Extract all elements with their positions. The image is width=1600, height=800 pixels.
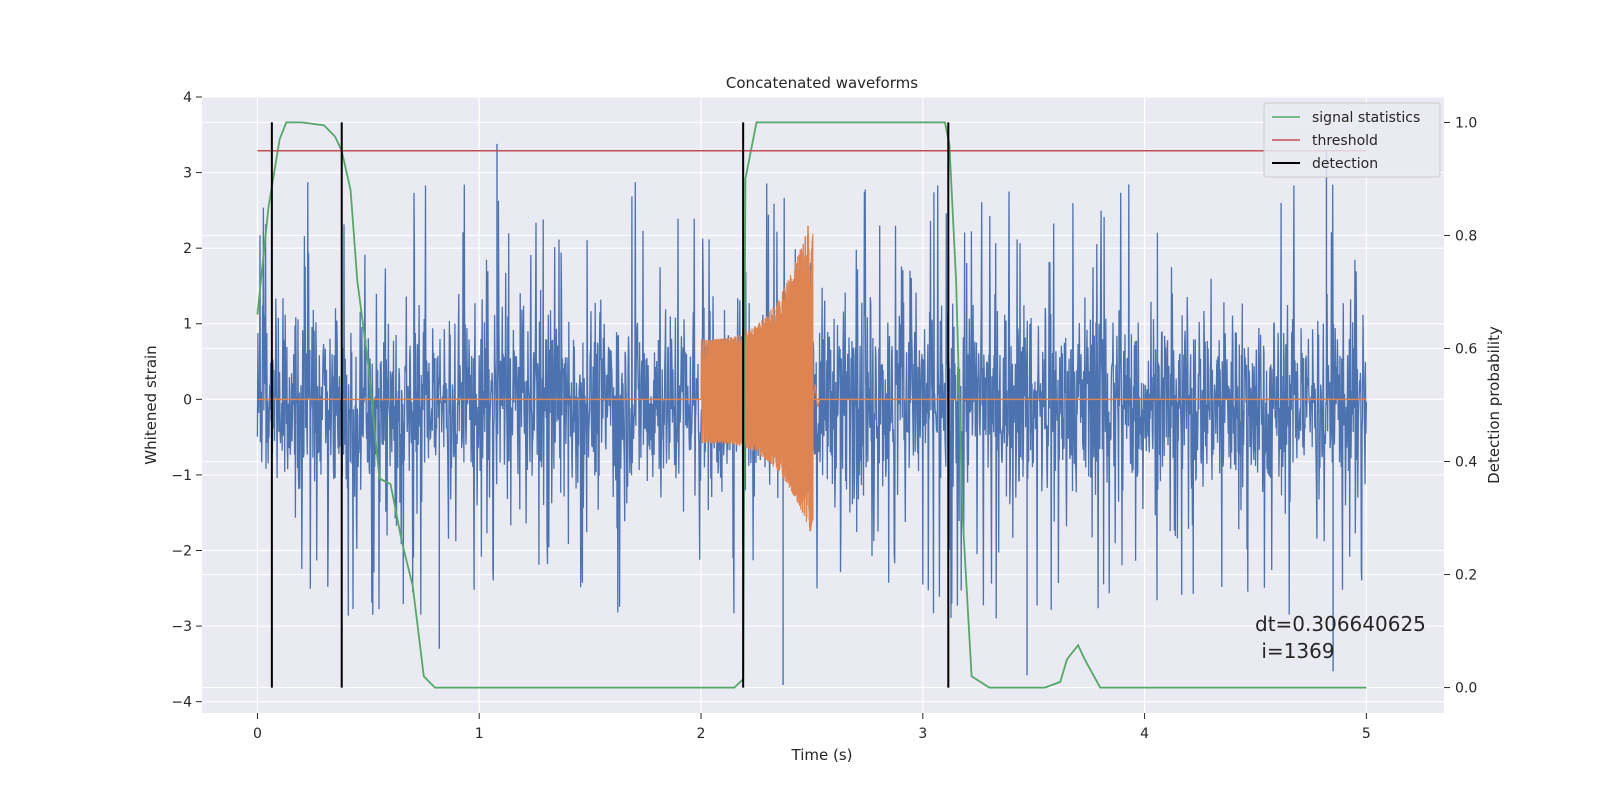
axes: 0 1 2 3 4 5 −4 −3 −2 −1 0 1 2 3 4 0.0 0.2 0.4 0.6 0.8 1.0 xyxy=(171,90,1477,742)
y-tick-label: 2 xyxy=(183,241,192,257)
legend-label: threshold xyxy=(1312,133,1378,149)
y2-axis-label: Detection probability xyxy=(1485,326,1503,484)
y2-tick-label: 0.4 xyxy=(1455,455,1477,471)
y2-tick-label: 1.0 xyxy=(1455,115,1477,131)
y-tick-label: 3 xyxy=(183,166,192,182)
x-tick-label: 5 xyxy=(1362,726,1371,742)
legend: signal statistics threshold detection xyxy=(1263,102,1441,178)
y2-tick-label: 0.2 xyxy=(1455,568,1477,584)
chart-title: Concatenated waveforms xyxy=(726,74,918,92)
y-tick-label: −1 xyxy=(171,468,192,484)
signal-statistics-line xyxy=(256,121,1367,689)
detection-overlay xyxy=(256,121,1367,689)
y-tick-label: −4 xyxy=(171,695,192,711)
x-tick-label: 0 xyxy=(253,726,262,742)
x-tick-label: 2 xyxy=(697,726,706,742)
injection-line xyxy=(700,225,821,532)
x-tick-label: 3 xyxy=(918,726,927,742)
y2-tick-label: 0.8 xyxy=(1455,228,1477,244)
x-tick-label: 1 xyxy=(475,726,484,742)
y-axis-label: Whitened strain xyxy=(142,345,160,464)
legend-box xyxy=(1263,102,1441,178)
injection-series xyxy=(257,225,1367,532)
y-tick-label: 0 xyxy=(183,392,192,408)
annotation-i: i=1369 xyxy=(1255,639,1335,663)
annotation-dt: dt=0.306640625 xyxy=(1255,612,1426,636)
legend-label: detection xyxy=(1312,156,1378,172)
y2-tick-label: 0.0 xyxy=(1455,681,1477,697)
y-tick-label: −2 xyxy=(171,543,192,559)
y2-tick-label: 0.6 xyxy=(1455,341,1477,357)
legend-label: signal statistics xyxy=(1312,110,1420,126)
y-tick-label: −3 xyxy=(171,619,192,635)
x-tick-label: 4 xyxy=(1140,726,1149,742)
y-tick-label: 1 xyxy=(183,317,192,333)
y-tick-label: 4 xyxy=(183,90,192,106)
x-axis-label: Time (s) xyxy=(791,746,853,764)
